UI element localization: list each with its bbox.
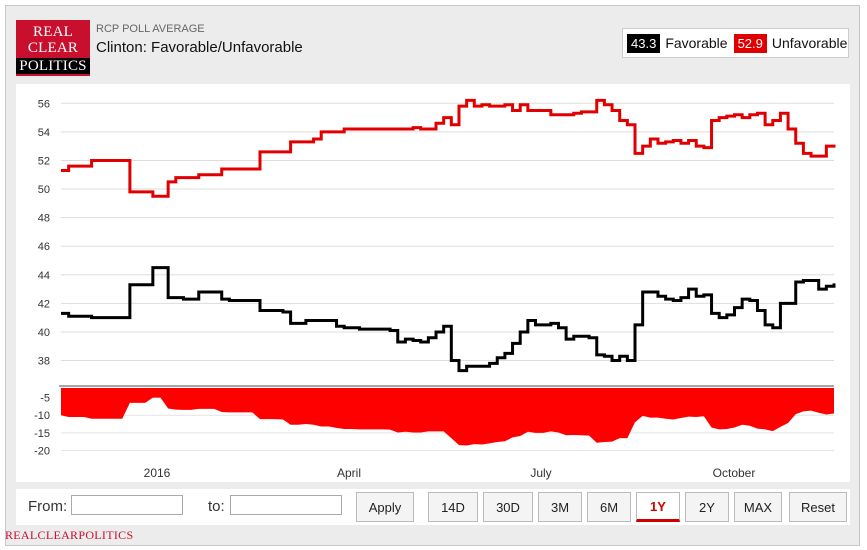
x-tick-label: October (713, 466, 756, 480)
header: REAL CLEAR POLITICS RCP POLL AVERAGE Cli… (6, 6, 859, 86)
apply-button[interactable]: Apply (356, 492, 414, 522)
spread-y-tick-label: -20 (34, 445, 50, 457)
range-30d-button[interactable]: 30D (483, 492, 533, 522)
y-tick-label: 46 (38, 241, 50, 253)
chart-kicker: RCP POLL AVERAGE (96, 23, 205, 35)
range-6m-button[interactable]: 6M (587, 492, 631, 522)
favorable-line (61, 266, 836, 373)
y-tick-label: 50 (38, 184, 50, 196)
unfavorable-legend-label: Unfavorable (771, 35, 848, 51)
reset-button[interactable]: Reset (789, 492, 847, 522)
favorable-value-badge: 43.3 (627, 33, 661, 53)
date-range-controls: From: to: Apply 14D 30D 3M 6M 1Y 2Y MAX … (16, 489, 850, 525)
chart-svg: 38 40 42 44 46 48 50 52 54 56 -5 -10 -15 -20 2016 April… (34, 98, 836, 480)
range-2y-button[interactable]: 2Y (685, 492, 729, 522)
to-date-input[interactable] (230, 495, 342, 515)
y-tick-label: 56 (38, 98, 50, 110)
y-tick-label: 44 (38, 270, 50, 282)
range-max-button[interactable]: MAX (734, 492, 782, 522)
chart-widget: REAL CLEAR POLITICS RCP POLL AVERAGE Cli… (5, 5, 860, 546)
favorable-legend-label: Favorable (665, 35, 728, 51)
to-label: to: (208, 498, 225, 515)
chart-area: 38 40 42 44 46 48 50 52 54 56 -5 -10 -15 -20 2016 April… (16, 84, 850, 482)
legend: 43.3 Favorable 52.9 Unfavorable (622, 28, 849, 58)
spread-y-tick-label: -15 (34, 428, 50, 440)
y-tick-label: 48 (38, 213, 50, 225)
y-tick-label: 54 (38, 127, 50, 139)
range-14d-button[interactable]: 14D (428, 492, 478, 522)
x-tick-label: July (530, 466, 551, 480)
logo-line-1: REAL (33, 24, 73, 40)
x-tick-label: April (337, 466, 361, 480)
footer-brand: REALCLEARPOLITICS (5, 528, 134, 542)
spread-y-tick-label: -5 (40, 393, 50, 405)
logo-line-2: CLEAR (27, 40, 79, 56)
y-tick-label: 52 (38, 155, 50, 167)
rcp-logo: REAL CLEAR POLITICS (16, 20, 90, 76)
x-tick-label: 2016 (144, 466, 171, 480)
y-tick-label: 40 (38, 327, 50, 339)
logo-line-3: POLITICS (16, 58, 90, 74)
range-1y-button[interactable]: 1Y (636, 492, 680, 522)
unfavorable-line (61, 98, 836, 198)
from-date-input[interactable] (71, 495, 183, 515)
unfavorable-value-badge: 52.9 (733, 33, 767, 53)
chart-title: Clinton: Favorable/Unfavorable (96, 39, 303, 56)
spread-area (61, 388, 834, 446)
y-tick-label: 38 (38, 356, 50, 368)
range-3m-button[interactable]: 3M (538, 492, 582, 522)
from-label: From: (28, 498, 68, 515)
spread-y-tick-label: -10 (34, 410, 50, 422)
y-tick-label: 42 (38, 298, 50, 310)
